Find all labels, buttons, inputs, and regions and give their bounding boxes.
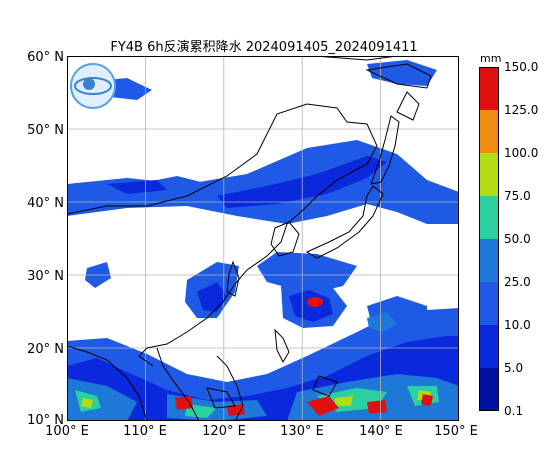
map-title: FY4B 6h反演累积降水 2024091405_2024091411 (110, 40, 418, 55)
colorbar (479, 67, 499, 411)
colorbar-segment (479, 110, 499, 153)
lat-label-60: 60° N (27, 50, 64, 65)
colorbar-segment (479, 196, 499, 239)
coastlines (67, 56, 432, 421)
lon-label-120: 120° E (202, 424, 246, 439)
lat-label-40: 40° N (27, 196, 64, 211)
colorbar-tick-label: 10.0 (504, 318, 531, 332)
lon-label-130: 130° E (280, 424, 324, 439)
lon-label-100: 100° E (45, 424, 89, 439)
precip-red (175, 297, 433, 416)
lat-label-20: 20° N (27, 342, 64, 357)
colorbar-segment (479, 153, 499, 196)
lat-label-50: 50° N (27, 123, 64, 138)
precipitation-map (67, 56, 459, 421)
colorbar-tick-label: 0.1 (504, 404, 524, 418)
colorbar-segment (479, 325, 499, 368)
colorbar-segment (479, 282, 499, 325)
lon-label-110: 110° E (123, 424, 167, 439)
lat-label-10: 10° N (27, 413, 64, 428)
colorbar-tick-label: 100.0 (504, 146, 539, 160)
colorbar-tick-label: 5.0 (504, 361, 524, 375)
colorbar-tick-label: 50.0 (504, 232, 531, 246)
satellite-center-logo (70, 63, 116, 109)
colorbar-border (479, 67, 499, 411)
colorbar-tick-label: 25.0 (504, 275, 531, 289)
colorbar-tick-label: 150.0 (504, 60, 539, 74)
colorbar-segment (479, 239, 499, 282)
lon-label-140: 140° E (359, 424, 403, 439)
gridlines (67, 56, 459, 421)
lon-label-150: 150° E (434, 424, 478, 439)
colorbar-segment (479, 368, 499, 411)
colorbar-tick-label: 125.0 (504, 103, 539, 117)
colorbar-tick-label: 75.0 (504, 189, 531, 203)
colorbar-unit: mm (480, 52, 502, 65)
colorbar-segment (479, 67, 499, 110)
lat-label-30: 30° N (27, 269, 64, 284)
